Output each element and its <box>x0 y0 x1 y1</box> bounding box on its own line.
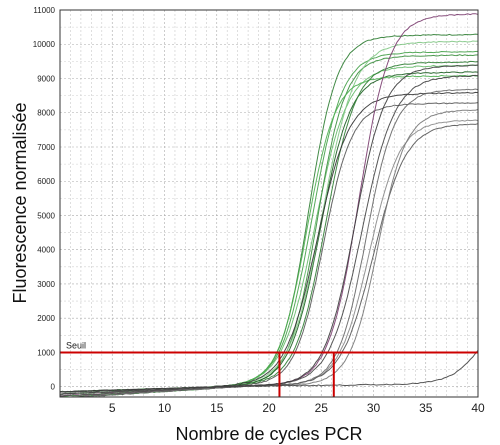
x-axis-label: Nombre de cycles PCR <box>175 424 362 444</box>
amplification-curve <box>59 64 479 393</box>
threshold-label: Seuil <box>66 340 86 350</box>
plot-frame <box>59 9 479 398</box>
x-axis-ticks: 5 10 15 20 25 30 35 40 <box>109 401 485 415</box>
x-tick-label: 35 <box>419 401 433 415</box>
y-tick-label: 0 <box>51 383 56 392</box>
amplification-curves <box>59 13 479 398</box>
threshold: Seuil <box>60 340 478 354</box>
y-tick-label: 1000 <box>37 348 55 357</box>
x-tick-label: 40 <box>471 401 485 415</box>
x-tick-label: 15 <box>210 401 224 415</box>
x-tick-label: 5 <box>109 401 116 415</box>
amplification-curve <box>59 123 479 397</box>
y-tick-label: 9000 <box>37 74 55 83</box>
y-tick-label: 11000 <box>33 6 55 15</box>
x-tick-label: 10 <box>158 401 172 415</box>
y-tick-label: 10000 <box>33 40 56 49</box>
y-tick-label: 5000 <box>37 211 55 220</box>
x-tick-label: 25 <box>315 401 329 415</box>
y-axis-ticks: 0 1000 2000 3000 4000 5000 6000 7000 8000 9000 100… <box>33 6 56 392</box>
y-axis-label: Fluorescence normalisée <box>10 102 30 303</box>
y-tick-label: 2000 <box>37 314 55 323</box>
y-tick-label: 8000 <box>37 109 55 118</box>
y-tick-label: 6000 <box>37 177 55 186</box>
y-tick-label: 3000 <box>37 280 55 289</box>
y-tick-label: 4000 <box>37 246 55 255</box>
x-tick-label: 30 <box>367 401 381 415</box>
amplification-curve <box>59 349 479 395</box>
y-tick-label: 7000 <box>37 143 55 152</box>
ct-markers <box>278 352 335 397</box>
x-tick-label: 20 <box>262 401 276 415</box>
